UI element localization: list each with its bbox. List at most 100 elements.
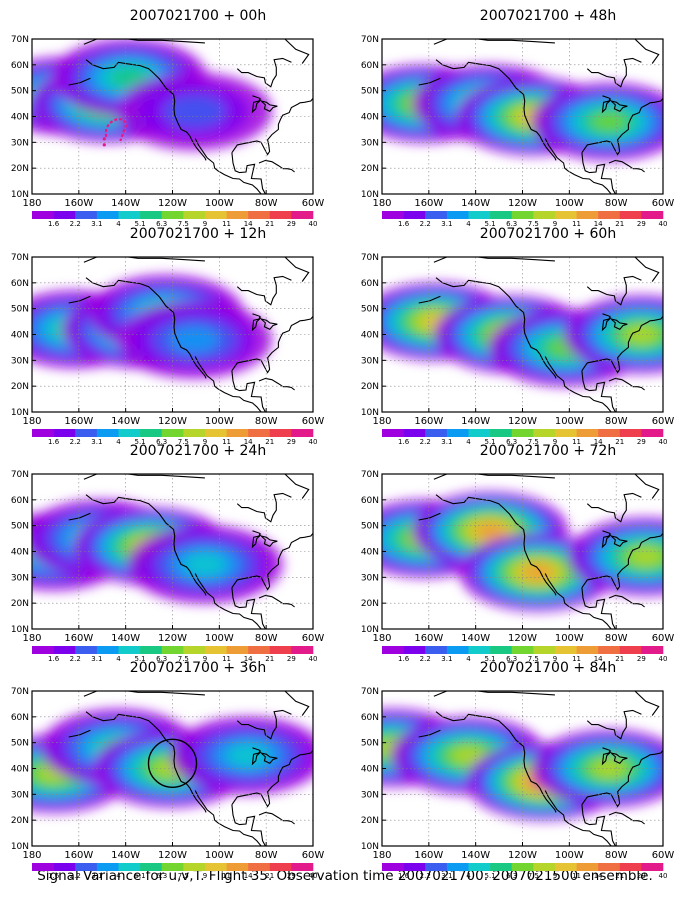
colorbar-swatch	[269, 863, 292, 871]
x-tick-label: 120W	[508, 850, 537, 861]
x-tick-label: 180	[372, 633, 391, 644]
x-tick-label: 60W	[652, 198, 675, 209]
coastline	[251, 313, 262, 332]
y-tick-label: 70N	[361, 470, 379, 480]
y-tick-label: 60N	[361, 496, 379, 506]
colorbar-label: 6.3	[506, 655, 517, 663]
colorbar-swatch	[511, 646, 534, 654]
gridlines	[32, 257, 313, 412]
colorbar-swatch	[183, 211, 206, 219]
coastline	[194, 356, 262, 412]
colorbar-swatch	[96, 429, 119, 437]
colorbar-label: 21	[265, 438, 274, 446]
x-tick-label: 120W	[158, 416, 187, 427]
colorbar-swatch	[641, 429, 664, 437]
x-tick-label: 80W	[255, 633, 278, 644]
colorbar-swatch	[382, 863, 404, 871]
y-tick-label: 10N	[11, 408, 29, 418]
colorbar-label: 1.6	[398, 438, 410, 446]
colorbar-label: 21	[265, 655, 274, 663]
colorbar-label: 21	[265, 872, 274, 880]
x-tick-label: 160W	[64, 850, 93, 861]
colorbar-swatch	[533, 646, 556, 654]
coastline	[433, 691, 555, 697]
colorbar-label: 5.1	[135, 438, 146, 446]
y-tick-label: 10N	[361, 408, 379, 418]
colorbar-label: 2.2	[70, 220, 81, 228]
colorbar-label: 1.6	[48, 872, 60, 880]
colorbar-swatch	[140, 429, 162, 437]
coastline	[258, 377, 283, 387]
coastline	[68, 77, 91, 86]
x-tick-label: 120W	[158, 850, 187, 861]
x-tick-label: 60W	[302, 416, 325, 427]
colorbar-swatch	[140, 211, 162, 219]
colorbar-swatch	[140, 863, 162, 871]
x-tick-label: 160W	[414, 633, 443, 644]
y-tick-label: 40N	[361, 331, 379, 341]
map-panel: 2007021700 + 12h 10N 20N 30N 40N 50N 60N 70N 180…	[11, 226, 368, 446]
y-tick-label: 50N	[361, 739, 379, 749]
colorbar-label: 3.1	[91, 438, 102, 446]
variance-contour	[592, 759, 626, 778]
colorbar-swatch	[226, 429, 249, 437]
colorbar-swatch	[533, 211, 556, 219]
colorbar-swatch	[161, 646, 184, 654]
coastline	[231, 750, 313, 808]
coastline	[284, 39, 310, 64]
colorbar-swatch	[598, 429, 621, 437]
colorbar-swatch	[248, 429, 271, 437]
x-tick-label: 60W	[302, 633, 325, 644]
x-tick-label: 140W	[461, 850, 490, 861]
coastline	[260, 752, 278, 764]
map-panel: 2007021700 + 72h 10N 20N 30N 40N 50N 60N 70N 180…	[361, 443, 700, 663]
coastline	[581, 587, 616, 629]
coastline	[610, 535, 628, 547]
coastline	[544, 790, 612, 846]
x-tick-label: 180	[22, 850, 41, 861]
colorbar-label: 6.3	[156, 220, 167, 228]
x-tick-label: 80W	[605, 850, 628, 861]
coastline	[632, 386, 645, 391]
y-tick-label: 30N	[11, 356, 29, 366]
colorbar-label: 14	[244, 872, 253, 880]
colorbar-label: 7.5	[528, 872, 539, 880]
x-tick-label: 180	[22, 416, 41, 427]
y-tick-label: 40N	[361, 113, 379, 123]
y-tick-label: 40N	[361, 548, 379, 558]
colorbar-label: 6.3	[506, 438, 517, 446]
colorbar-swatch	[598, 211, 621, 219]
y-tick-label: 70N	[361, 687, 379, 697]
colorbar-label: 40	[659, 655, 668, 663]
x-tick-label: 180	[372, 198, 391, 209]
colorbar-label: 4	[116, 872, 121, 880]
map-panel: 2007021700 + 36h 10N 20N 30N 40N 50N 60N 70N 180…	[11, 660, 368, 880]
x-tick-label: 80W	[255, 416, 278, 427]
colorbar-label: 7.5	[528, 438, 539, 446]
colorbar-swatch	[248, 863, 271, 871]
coastline	[632, 168, 645, 173]
y-tick-label: 70N	[11, 687, 29, 697]
x-tick-label: 180	[22, 633, 41, 644]
y-tick-label: 50N	[11, 305, 29, 315]
x-tick-label: 160W	[414, 416, 443, 427]
y-tick-label: 40N	[11, 765, 29, 775]
map-canvas: 10N 20N 30N 40N 50N 60N 70N 180 160W 140W 120W 100W…	[11, 253, 325, 446]
y-tick-label: 60N	[11, 713, 29, 723]
colorbar-swatch	[490, 863, 512, 871]
coastline	[284, 257, 310, 282]
colorbar-label: 14	[594, 872, 603, 880]
coastline	[581, 98, 663, 156]
x-tick-label: 100W	[555, 850, 584, 861]
coastline	[85, 494, 207, 596]
colorbar-label: 7.5	[178, 655, 189, 663]
coastline	[418, 295, 441, 304]
coastlines	[68, 474, 313, 629]
colorbar-label: 14	[594, 438, 603, 446]
colorbar-label: 14	[244, 220, 253, 228]
coastline	[231, 587, 266, 629]
colorbar-swatch	[382, 646, 404, 654]
colorbar-label: 29	[637, 438, 646, 446]
x-tick-label: 180	[372, 850, 391, 861]
